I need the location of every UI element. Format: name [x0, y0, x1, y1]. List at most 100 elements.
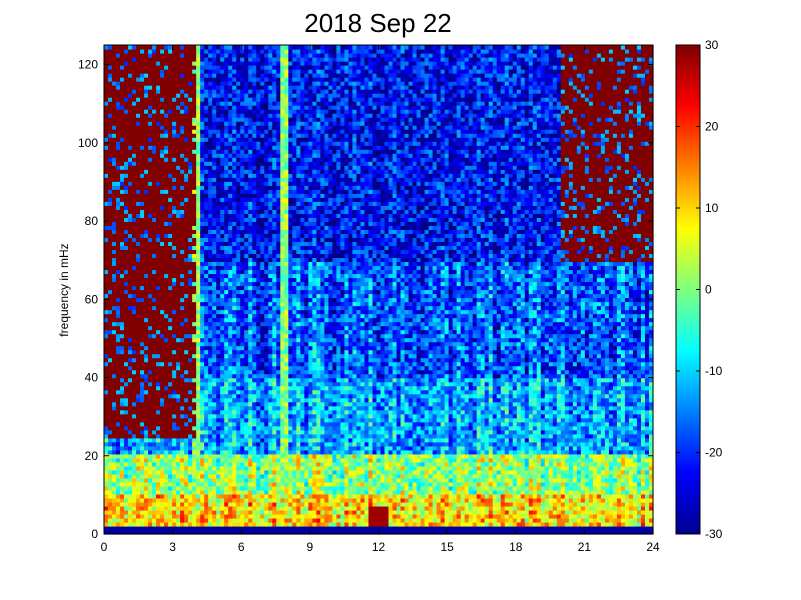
heatmap-cell — [160, 441, 165, 447]
heatmap-cell — [176, 437, 181, 443]
heatmap-cell — [124, 137, 129, 142]
heatmap-cell — [140, 405, 145, 411]
heatmap-cell — [128, 121, 133, 126]
heatmap-cell — [192, 205, 197, 210]
heatmap-cell — [248, 205, 253, 210]
heatmap-cell — [244, 473, 249, 479]
heatmap-cell — [204, 365, 209, 371]
heatmap-cell — [252, 477, 257, 483]
heatmap-cell — [228, 169, 233, 174]
heatmap-cell — [164, 513, 169, 519]
heatmap-cell — [192, 233, 197, 238]
heatmap-cell — [132, 509, 137, 515]
heatmap-cell — [240, 261, 245, 267]
heatmap-cell — [168, 357, 173, 363]
heatmap-cell — [152, 77, 157, 82]
heatmap-cell — [264, 149, 269, 154]
heatmap-cell — [192, 269, 197, 275]
heatmap-cell — [152, 525, 157, 531]
heatmap-cell — [164, 253, 169, 259]
heatmap-cell — [144, 453, 149, 459]
heatmap-cell — [140, 273, 145, 279]
heatmap-cell — [148, 329, 153, 335]
heatmap-cell — [240, 337, 245, 343]
heatmap-cell — [116, 61, 121, 66]
heatmap-cell — [116, 401, 121, 407]
heatmap-cell — [180, 189, 185, 194]
heatmap-cell — [172, 157, 177, 162]
heatmap-cell — [172, 505, 177, 511]
heatmap-cell — [124, 317, 129, 323]
heatmap-cell — [244, 373, 249, 379]
heatmap-cell — [192, 517, 197, 523]
heatmap-cell — [124, 405, 129, 411]
heatmap-cell — [260, 369, 265, 375]
heatmap-cell — [140, 261, 145, 267]
heatmap-cell — [104, 397, 109, 403]
heatmap-cell — [108, 349, 113, 355]
heatmap-cell — [264, 505, 269, 511]
heatmap-cell — [200, 493, 205, 499]
heatmap-cell — [156, 361, 161, 367]
heatmap-cell — [128, 341, 133, 347]
heatmap-cell — [228, 305, 233, 311]
heatmap-cell — [132, 189, 137, 194]
heatmap-cell — [112, 81, 117, 86]
heatmap-cell — [180, 209, 185, 214]
heatmap-cell — [188, 329, 193, 335]
heatmap-cell — [120, 481, 125, 487]
heatmap-cell — [196, 233, 201, 238]
heatmap-cell — [152, 181, 157, 186]
heatmap-cell — [248, 505, 253, 511]
heatmap-cell — [156, 405, 161, 411]
heatmap-cell — [112, 301, 117, 307]
heatmap-cell — [196, 165, 201, 170]
heatmap-cell — [224, 269, 229, 275]
heatmap-cell — [136, 49, 141, 54]
heatmap-cell — [116, 89, 121, 94]
heatmap-cell — [120, 477, 125, 483]
heatmap-cell — [252, 333, 257, 339]
heatmap-cell — [124, 141, 129, 146]
heatmap-cell — [192, 245, 197, 251]
heatmap-cell — [216, 109, 221, 114]
heatmap-cell — [132, 405, 137, 411]
heatmap-cell — [180, 497, 185, 503]
heatmap-cell — [124, 321, 129, 327]
heatmap-cell — [248, 85, 253, 90]
heatmap-cell — [136, 289, 141, 295]
heatmap-cell — [188, 477, 193, 483]
heatmap-cell — [244, 341, 249, 347]
heatmap-cell — [192, 225, 197, 230]
heatmap-cell — [216, 293, 221, 299]
heatmap-cell — [200, 481, 205, 487]
heatmap-cell — [192, 153, 197, 158]
heatmap-cell — [244, 217, 249, 222]
heatmap-cell — [184, 245, 189, 251]
heatmap-cell — [148, 437, 153, 443]
heatmap-cell — [236, 321, 241, 327]
heatmap-cell — [108, 481, 113, 487]
heatmap-cell — [144, 513, 149, 519]
heatmap-cell — [188, 285, 193, 291]
heatmap-cell — [216, 321, 221, 327]
heatmap-cell — [184, 237, 189, 242]
heatmap-cell — [132, 505, 137, 511]
heatmap-cell — [176, 529, 181, 535]
heatmap-cell — [164, 325, 169, 331]
heatmap-cell — [152, 289, 157, 295]
heatmap-cell — [220, 329, 225, 335]
heatmap-cell — [232, 465, 237, 471]
heatmap-cell — [224, 429, 229, 435]
heatmap-cell — [104, 409, 109, 415]
heatmap-cell — [124, 301, 129, 307]
heatmap-cell — [148, 237, 153, 242]
heatmap-cell — [180, 513, 185, 519]
heatmap-cell — [216, 425, 221, 431]
heatmap-cell — [160, 525, 165, 531]
heatmap-cell — [156, 281, 161, 287]
heatmap-cell — [132, 97, 137, 102]
heatmap-cell — [252, 77, 257, 82]
heatmap-cell — [208, 389, 213, 395]
heatmap-cell — [160, 317, 165, 323]
